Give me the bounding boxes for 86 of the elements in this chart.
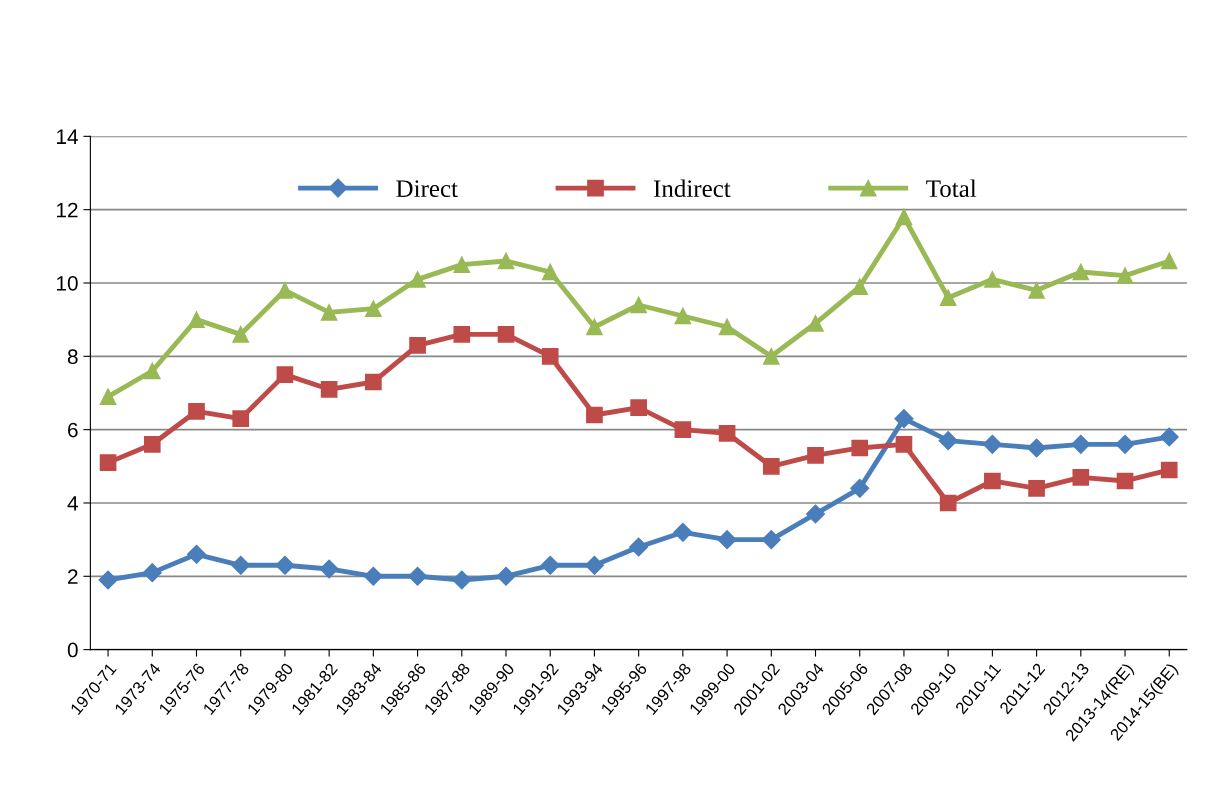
point bbox=[365, 300, 382, 317]
point bbox=[186, 544, 207, 564]
point bbox=[894, 409, 914, 429]
point bbox=[586, 406, 603, 424]
point bbox=[939, 494, 957, 512]
point bbox=[408, 566, 428, 586]
point bbox=[497, 252, 515, 270]
point bbox=[363, 566, 383, 586]
point bbox=[1159, 427, 1179, 447]
point bbox=[497, 325, 515, 343]
y-tick-label: 6 bbox=[68, 422, 78, 438]
point bbox=[1072, 263, 1090, 281]
point bbox=[630, 296, 647, 314]
point bbox=[541, 347, 559, 365]
point bbox=[1116, 267, 1134, 284]
point bbox=[452, 570, 472, 590]
legend-label: Total bbox=[926, 179, 977, 198]
point bbox=[850, 478, 870, 498]
point bbox=[143, 435, 161, 453]
point bbox=[188, 402, 205, 420]
point bbox=[143, 362, 161, 380]
point bbox=[938, 431, 958, 451]
point bbox=[541, 263, 559, 281]
point bbox=[231, 555, 251, 575]
point bbox=[718, 424, 736, 442]
point bbox=[805, 504, 826, 524]
point bbox=[673, 522, 693, 542]
point bbox=[762, 347, 780, 365]
point bbox=[807, 446, 824, 464]
point bbox=[98, 570, 118, 590]
point bbox=[984, 472, 1001, 490]
point bbox=[496, 566, 516, 586]
point bbox=[674, 421, 692, 438]
point bbox=[319, 559, 339, 579]
point bbox=[1116, 472, 1134, 490]
point bbox=[586, 318, 603, 336]
point bbox=[540, 555, 560, 575]
point bbox=[275, 555, 295, 575]
legend-label: Direct bbox=[396, 180, 458, 198]
point bbox=[717, 530, 737, 550]
point bbox=[984, 270, 1001, 288]
point bbox=[939, 289, 957, 306]
point bbox=[188, 311, 205, 328]
point bbox=[584, 555, 604, 575]
point bbox=[851, 278, 869, 295]
point bbox=[718, 318, 736, 336]
point bbox=[807, 314, 824, 332]
point bbox=[982, 434, 1002, 454]
point bbox=[320, 303, 338, 321]
point bbox=[320, 380, 338, 398]
y-tick-label: 2 bbox=[68, 569, 78, 584]
point bbox=[409, 336, 426, 354]
y-tick-label: 4 bbox=[67, 496, 78, 511]
point bbox=[629, 537, 649, 557]
point bbox=[142, 563, 162, 583]
point bbox=[99, 388, 117, 405]
y-tick-label: 12 bbox=[56, 202, 78, 218]
point bbox=[276, 366, 294, 383]
point bbox=[1160, 461, 1178, 479]
point bbox=[453, 325, 471, 343]
point bbox=[409, 270, 426, 288]
point bbox=[232, 325, 250, 343]
point bbox=[1028, 281, 1045, 299]
point bbox=[674, 307, 692, 325]
point bbox=[1160, 252, 1178, 270]
point bbox=[630, 399, 647, 416]
point bbox=[895, 435, 913, 453]
legend-label: Indirect bbox=[653, 179, 731, 198]
point bbox=[761, 530, 781, 550]
point bbox=[1028, 479, 1045, 497]
y-tick-label: 14 bbox=[56, 129, 78, 144]
point bbox=[365, 373, 382, 391]
point bbox=[1072, 468, 1090, 486]
point bbox=[276, 281, 294, 299]
point bbox=[851, 439, 869, 457]
point bbox=[453, 256, 471, 273]
y-tick-label: 0 bbox=[67, 642, 78, 658]
point bbox=[1115, 434, 1135, 454]
point bbox=[1027, 438, 1047, 458]
point bbox=[1071, 434, 1091, 454]
point bbox=[232, 410, 250, 427]
point bbox=[99, 454, 117, 471]
y-tick-label: 8 bbox=[67, 349, 78, 365]
y-tick-label: 10 bbox=[56, 275, 78, 291]
point bbox=[895, 208, 913, 226]
point bbox=[762, 457, 780, 475]
